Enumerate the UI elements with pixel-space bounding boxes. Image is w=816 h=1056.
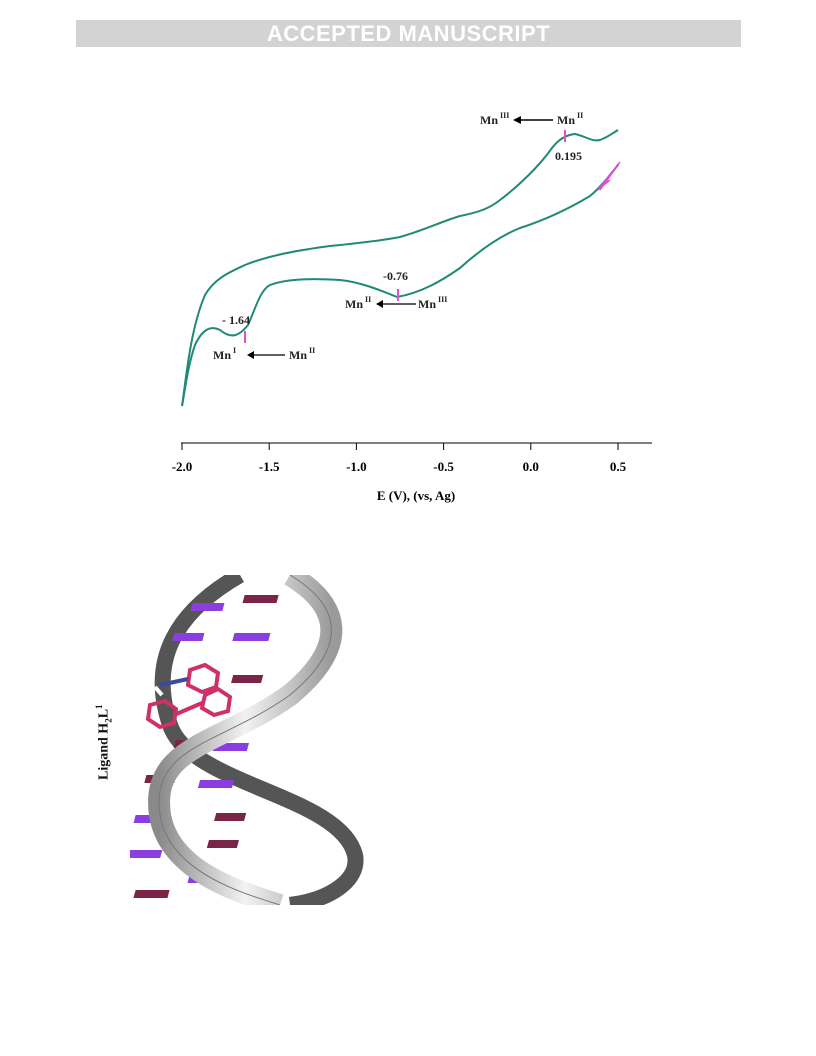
- x-tick-label: -0.5: [433, 459, 454, 474]
- peak-label-0195: 0.195: [555, 149, 582, 163]
- voltammogram-chart: -2.0 -1.5 -1.0 -0.5 0.0 0.5 0.195 -0.76 - 1.6…: [172, 111, 652, 503]
- dna-docking-figure: [130, 575, 364, 905]
- x-tick-label: 0.0: [523, 459, 539, 474]
- dna-base-pair: [232, 633, 271, 641]
- dna-base-pair: [172, 633, 205, 641]
- annotation-top-right-mn: Mn: [557, 113, 575, 127]
- annotation-mid-left-sup: II: [365, 295, 371, 304]
- peak-label-164: - 1.64: [222, 313, 250, 327]
- annotation-top-left-sup: III: [500, 111, 509, 120]
- ligand-label-sub: 2: [103, 718, 114, 723]
- ligand-molecule: [145, 662, 233, 730]
- dna-base-pair: [231, 675, 264, 683]
- annotation-top-left-mn: Mn: [480, 113, 498, 127]
- dna-base-pair: [242, 595, 279, 603]
- arrow-mid-head: [376, 300, 383, 308]
- annotation-mid-right-sup: III: [438, 295, 447, 304]
- annotation-low-right-mn: Mn: [289, 348, 307, 362]
- annotation-mid-left-mn: Mn: [345, 297, 363, 311]
- dna-base-pair: [133, 890, 170, 898]
- dna-base-pair: [130, 850, 163, 858]
- x-tick-label: -1.5: [259, 459, 280, 474]
- dna-backbone-front-edge: [158, 575, 332, 905]
- dna-base-pair: [214, 813, 247, 821]
- annotation-low-left-mn: Mn: [213, 348, 231, 362]
- ligand-label: Ligand H2L1: [94, 704, 113, 780]
- x-tick-label: -1.0: [346, 459, 367, 474]
- annotation-low-right-sup: II: [309, 346, 315, 355]
- cv-curve-return: [181, 164, 619, 407]
- x-tick-label: 0.5: [610, 459, 627, 474]
- arrow-low-head: [247, 351, 254, 359]
- annotation-top-right-sup: II: [577, 111, 583, 120]
- peak-label-076: -0.76: [383, 269, 408, 283]
- annotation-mid-right-mn: Mn: [418, 297, 436, 311]
- dna-base-pair: [190, 603, 225, 611]
- ligand-label-mid: L: [96, 708, 112, 719]
- annotation-low-left-sup: I: [233, 346, 236, 355]
- ligand-label-text: Ligand H: [96, 722, 112, 780]
- x-tick-label: -2.0: [172, 459, 193, 474]
- cv-tail-marker: [597, 161, 621, 191]
- dna-base-pair: [206, 840, 239, 848]
- dna-base-pair: [197, 780, 235, 788]
- accepted-manuscript-banner: ACCEPTED MANUSCRIPT: [76, 20, 741, 47]
- cv-curve: [181, 129, 619, 407]
- x-axis-label: E (V), (vs, Ag): [377, 488, 455, 503]
- arrow-top-head: [513, 116, 521, 124]
- ligand-label-sup: 1: [94, 704, 104, 709]
